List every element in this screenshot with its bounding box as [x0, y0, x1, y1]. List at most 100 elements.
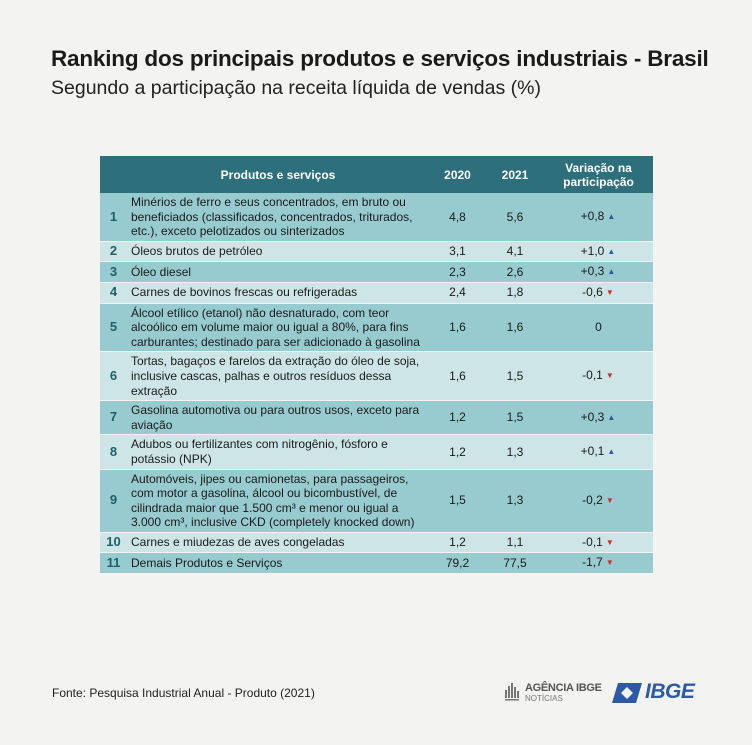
product-cell: Óleo diesel	[127, 261, 429, 283]
value-2020-cell: 2,4	[429, 282, 486, 304]
variation-value: +1,0	[580, 243, 605, 258]
table-row: 7 Gasolina automotiva ou para outros usos…	[100, 400, 653, 436]
header-variation: Variação na participação	[544, 156, 653, 193]
value-2020-cell: 1,6	[429, 351, 486, 402]
variation-cell: +1,0 ▲	[544, 241, 653, 263]
value-2020-cell: 1,6	[429, 303, 486, 353]
value-2021-cell: 1,5	[486, 351, 544, 402]
ranking-table: Produtos e serviços 2020 2021 Variação n…	[100, 156, 653, 575]
value-2020-cell: 2,3	[429, 261, 486, 283]
value-2021-cell: 77,5	[486, 552, 544, 575]
arrow-down-icon: ▼	[605, 371, 614, 381]
product-cell: Gasolina automotiva ou para outros usos,…	[127, 400, 429, 436]
rank-cell: 6	[100, 351, 127, 402]
table-row: 5 Álcool etílico (etanol) não desnaturado…	[100, 303, 653, 353]
variation-cell: -0,6 ▼	[544, 282, 653, 304]
agencia-ibge-logo: AGÊNCIA IBGE NOTÍCIAS	[505, 680, 602, 706]
table-row: 11 Demais Produtos e Serviços 79,2 77,5 -1,7…	[100, 552, 653, 575]
rank-cell: 4	[100, 282, 127, 304]
value-2020-cell: 1,2	[429, 400, 486, 436]
page-title: Ranking dos principais produtos e serviç…	[51, 46, 709, 71]
product-cell: Adubos ou fertilizantes com nitrogênio, …	[127, 434, 429, 470]
product-cell: Álcool etílico (etanol) não desnaturado,…	[127, 303, 429, 353]
rank-cell: 9	[100, 469, 127, 533]
rank-cell: 3	[100, 261, 127, 283]
variation-cell: -1,7 ▼	[544, 552, 653, 575]
variation-value: -1,7	[582, 555, 603, 570]
variation-cell: -0,2 ▼	[544, 469, 653, 533]
value-2021-cell: 1,6	[486, 303, 544, 353]
value-2020-cell: 1,5	[429, 469, 486, 533]
rank-cell: 7	[100, 400, 127, 436]
variation-value: 0	[595, 320, 602, 335]
arrow-down-icon: ▼	[605, 287, 614, 297]
product-cell: Óleos brutos de petróleo	[127, 241, 429, 263]
value-2021-cell: 2,6	[486, 261, 544, 283]
table-row: 4 Carnes de bovinos frescas ou refrigerad…	[100, 282, 653, 304]
agencia-name: AGÊNCIA IBGE	[525, 682, 602, 694]
arrow-up-icon: ▲	[607, 412, 616, 422]
value-2020-cell: 1,2	[429, 532, 486, 554]
variation-value: -0,2	[582, 492, 603, 507]
product-cell: Carnes e miudezas de aves congeladas	[127, 532, 429, 554]
header-rank	[100, 156, 127, 193]
table-row: 9 Automóveis, jipes ou camionetas, para p…	[100, 469, 653, 533]
rank-cell: 1	[100, 193, 127, 242]
variation-value: +0,3	[580, 409, 605, 424]
variation-cell: -0,1 ▼	[544, 351, 653, 402]
variation-value: +0,8	[580, 209, 605, 224]
value-2021-cell: 4,1	[486, 241, 544, 263]
rank-cell: 8	[100, 434, 127, 470]
product-cell: Minérios de ferro e seus concentrados, e…	[127, 193, 429, 242]
variation-value: -0,1	[582, 368, 603, 383]
variation-value: +0,3	[580, 264, 605, 279]
value-2020-cell: 3,1	[429, 241, 486, 263]
product-cell: Carnes de bovinos frescas ou refrigerada…	[127, 282, 429, 304]
variation-value: -0,6	[582, 284, 603, 299]
value-2021-cell: 1,3	[486, 469, 544, 533]
value-2020-cell: 1,2	[429, 434, 486, 470]
value-2021-cell: 1,3	[486, 434, 544, 470]
arrow-up-icon: ▲	[607, 212, 616, 222]
rank-cell: 11	[100, 552, 127, 575]
value-2020-cell: 4,8	[429, 193, 486, 242]
header-product: Produtos e serviços	[127, 156, 429, 193]
arrow-up-icon: ▲	[607, 267, 616, 277]
variation-cell: +0,1 ▲	[544, 434, 653, 470]
table-row: 10 Carnes e miudezas de aves congeladas 1,…	[100, 532, 653, 554]
value-2021-cell: 1,5	[486, 400, 544, 436]
arrow-up-icon: ▲	[607, 246, 616, 256]
variation-value: +0,1	[580, 444, 605, 459]
product-cell: Demais Produtos e Serviços	[127, 552, 429, 575]
value-2021-cell: 5,6	[486, 193, 544, 242]
table-row: 2 Óleos brutos de petróleo 3,1 4,1 +1,0 ▲	[100, 241, 653, 263]
ibge-mark-icon	[612, 683, 642, 703]
source-footnote: Fonte: Pesquisa Industrial Anual - Produ…	[52, 686, 315, 700]
arrow-up-icon: ▲	[607, 447, 616, 457]
variation-cell: 0	[544, 303, 653, 353]
table-row: 3 Óleo diesel 2,3 2,6 +0,3 ▲	[100, 261, 653, 283]
value-2020-cell: 79,2	[429, 552, 486, 575]
ibge-logo: IBGE	[612, 680, 704, 706]
product-cell: Automóveis, jipes ou camionetas, para pa…	[127, 469, 429, 533]
header-2021: 2021	[486, 156, 544, 193]
table-header-row: Produtos e serviços 2020 2021 Variação n…	[100, 156, 653, 193]
agencia-sub: NOTÍCIAS	[525, 694, 563, 703]
arrow-down-icon: ▼	[605, 537, 614, 547]
rank-cell: 10	[100, 532, 127, 554]
header-2020: 2020	[429, 156, 486, 193]
table-row: 1 Minérios de ferro e seus concentrados, …	[100, 193, 653, 242]
arrow-down-icon: ▼	[605, 495, 614, 505]
agencia-bars-icon	[505, 683, 519, 701]
ibge-name: IBGE	[645, 680, 695, 703]
page-subtitle: Segundo a participação na receita líquid…	[51, 77, 541, 99]
variation-cell: -0,1 ▼	[544, 532, 653, 554]
value-2021-cell: 1,1	[486, 532, 544, 554]
variation-cell: +0,3 ▲	[544, 261, 653, 283]
table-row: 8 Adubos ou fertilizantes com nitrogênio,…	[100, 434, 653, 470]
value-2021-cell: 1,8	[486, 282, 544, 304]
rank-cell: 2	[100, 241, 127, 263]
header-variation-label: Variação na participação	[563, 160, 634, 189]
rank-cell: 5	[100, 303, 127, 353]
variation-cell: +0,3 ▲	[544, 400, 653, 436]
